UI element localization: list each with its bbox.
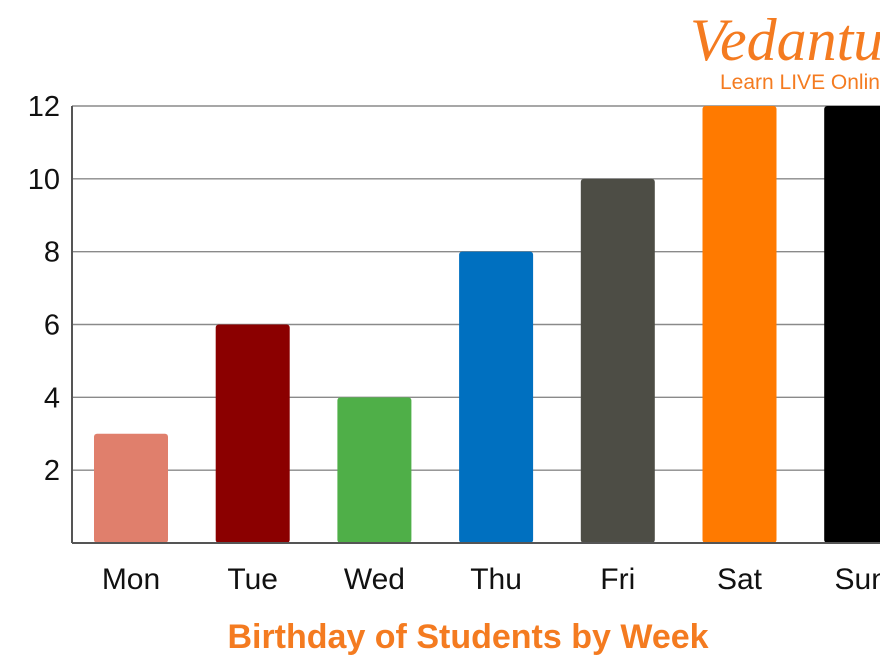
y-tick-label: 2 <box>44 455 60 487</box>
y-tick-label: 8 <box>44 237 60 269</box>
brand-name: Vedantu <box>690 7 880 73</box>
x-tick-label: Wed <box>344 563 405 596</box>
bars <box>94 106 880 544</box>
bar-thu <box>459 251 534 543</box>
x-tick-label: Sat <box>717 563 763 596</box>
x-tick-label: Tue <box>227 563 278 596</box>
y-tick-label: 6 <box>44 310 60 342</box>
x-tick-label: Mon <box>102 563 160 596</box>
y-tick-label: 12 <box>28 91 60 123</box>
brand-tagline: Learn LIVE Online <box>720 71 880 94</box>
x-tick-label: Fri <box>600 563 635 596</box>
x-tick-label: Sun <box>835 563 880 596</box>
y-axis-ticks: 2 4 6 8 10 12 <box>28 91 60 487</box>
y-tick-label: 10 <box>28 164 60 196</box>
bar-sun <box>824 106 880 543</box>
x-axis-label: Birthday of Students by Week <box>227 618 708 656</box>
bar-sat <box>702 106 777 543</box>
y-tick-label: 4 <box>44 382 60 414</box>
bar-wed <box>337 397 412 543</box>
bar-tue <box>215 324 290 543</box>
bar-fri <box>580 178 655 544</box>
vedantu-logo: Vedantu Learn LIVE Online <box>690 7 880 94</box>
x-axis-ticks: Mon Tue Wed Thu Fri Sat Sun <box>102 563 880 596</box>
bar-mon <box>94 433 168 543</box>
x-tick-label: Thu <box>470 563 522 596</box>
